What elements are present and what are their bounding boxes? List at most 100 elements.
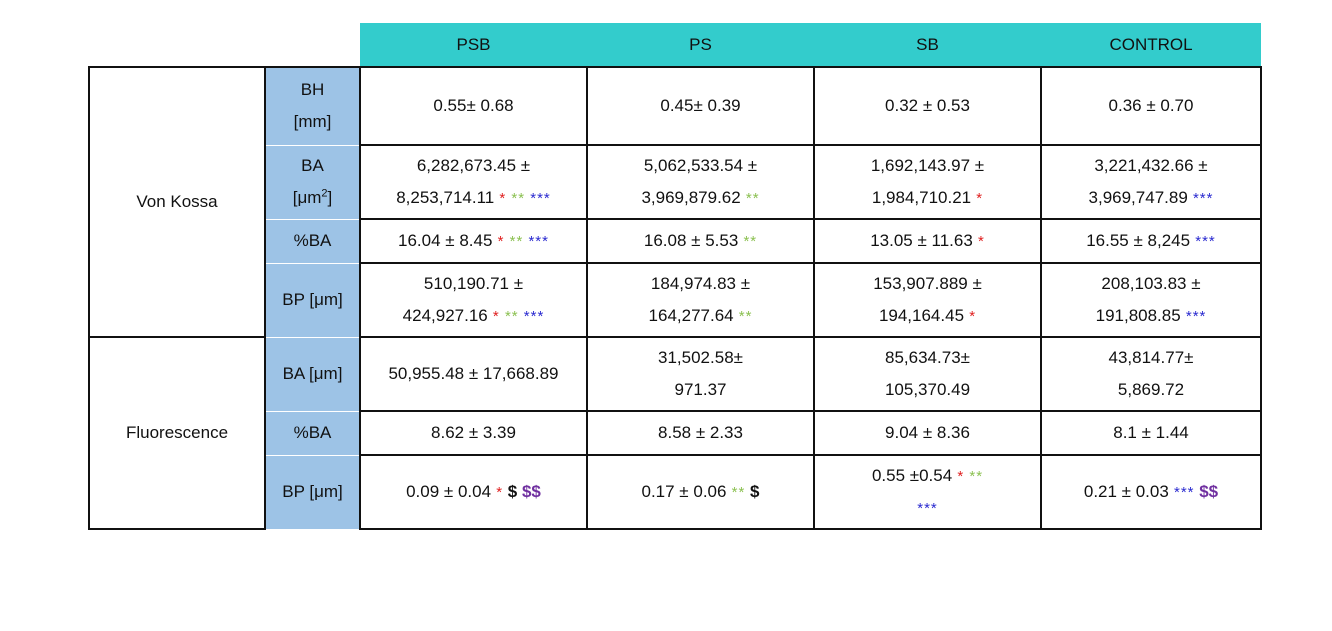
cell-sb: 13.05 ± 11.63 * — [813, 219, 1041, 264]
cell-value: 5,869.72 — [1117, 380, 1185, 399]
results-table: PSB PS SB CONTROL Von Kossa BH [mm] 0.55… — [88, 23, 1262, 530]
cell-value-line: 8.62 ± 3.39 — [361, 417, 586, 449]
group-von-kossa: Von Kossa — [88, 66, 265, 338]
cell-value: 0.45± 0.39 — [660, 96, 741, 115]
metric-cell: BH [mm] — [264, 66, 360, 146]
significance-star: ** — [964, 467, 984, 485]
cell-value: 16.04 ± 8.45 — [398, 230, 493, 250]
significance-star: *** — [1180, 307, 1207, 325]
significance-star: ** — [504, 232, 524, 250]
cell-value-line: 184,974.83 ± — [588, 268, 813, 300]
cell-value-line: 5,869.72 — [1042, 374, 1260, 406]
cell-value: 43,814.77± — [1108, 348, 1194, 367]
cell-value: 3,969,747.89 — [1088, 187, 1188, 207]
cell-value: 31,502.58± — [658, 348, 743, 367]
cell-value-line: 0.45± 0.39 — [588, 90, 813, 122]
cell-value-line: 208,103.83 ± — [1042, 268, 1260, 300]
cell-value-line: 5,062,533.54 ± — [588, 150, 813, 182]
significance-star: ** — [740, 189, 760, 207]
cell-ps: 31,502.58± 971.37 — [586, 337, 814, 412]
cell-psb: 510,190.71 ± 424,927.16 * ** *** — [359, 263, 587, 338]
cell-value: 0.32 ± 0.53 — [885, 96, 970, 115]
cell-value: 85,634.73± — [885, 348, 970, 367]
significance-star: *** — [518, 307, 545, 325]
cell-control: 16.55 ± 8,245 *** — [1040, 219, 1262, 264]
cell-value: 424,927.16 — [402, 305, 488, 325]
significance-star: * — [972, 232, 985, 250]
cell-value: 1,984,710.21 — [871, 187, 972, 207]
cell-value-line: 3,969,879.62 ** — [588, 182, 813, 215]
cell-sb: 153,907.889 ± 194,164.45 * — [813, 263, 1041, 338]
cell-value: 194,164.45 — [878, 305, 965, 325]
cell-value-line: 0.55 ±0.54 * ** — [815, 460, 1040, 493]
cell-value: 1,692,143.97 ± — [870, 155, 985, 175]
metric-cell: BP [μm] — [264, 455, 360, 530]
cell-value-line: 0.21 ± 0.03 *** $$ — [1042, 476, 1260, 509]
cell-value-line: 164,277.64 ** — [588, 300, 813, 333]
cell-value: 16.08 ± 5.53 — [643, 230, 739, 250]
table-row: Fluorescence BA [μm] 50,955.48 ± 17,668.… — [88, 336, 1262, 530]
significance-star: *** — [917, 499, 938, 517]
cell-value-line: 105,370.49 — [815, 374, 1040, 406]
cell-ps: 184,974.83 ± 164,277.64 ** — [586, 263, 814, 338]
significance-star: *** — [523, 232, 549, 250]
table-row: BA [μm2] 6,282,673.45 ±8,253,714.11 * **… — [89, 145, 1262, 220]
cell-value: 0.17 ± 0.06 — [641, 481, 727, 501]
cell-control: 0.21 ± 0.03 *** $$ — [1040, 455, 1262, 530]
cell-psb: 8.62 ± 3.39 — [359, 411, 587, 456]
cell-value: 3,969,879.62 — [641, 187, 741, 207]
cell-ps: 5,062,533.54 ± 3,969,879.62 ** — [586, 145, 814, 220]
cell-value: 510,190.71 ± — [423, 273, 524, 293]
cell-value-line: 0.17 ± 0.06 ** $ — [588, 476, 813, 509]
cell-value: 8.62 ± 3.39 — [431, 423, 516, 442]
blank-header — [265, 23, 360, 67]
cell-sb: 1,692,143.97 ± 1,984,710.21 * — [813, 145, 1041, 220]
cell-value: 208,103.83 ± — [1101, 273, 1201, 293]
cell-value-line: 153,907.889 ± — [815, 268, 1040, 300]
cell-value-line: 424,927.16 * ** *** — [361, 300, 586, 333]
table-row: %BA 8.62 ± 3.39 8.58 ± 2.33 9.04 ± 8.36 … — [89, 411, 1262, 456]
significance-star: *** — [525, 189, 551, 207]
significance-star: *** — [1168, 483, 1195, 501]
cell-value-line: 16.04 ± 8.45 * ** *** — [361, 225, 586, 258]
cell-ps: 0.17 ± 0.06 ** $ — [586, 455, 814, 530]
metric-label: BA — [301, 156, 324, 175]
cell-value: 3,221,432.66 ± — [1094, 155, 1208, 175]
cell-value-line: 16.55 ± 8,245 *** — [1042, 225, 1260, 258]
cell-value: 0.36 ± 0.70 — [1108, 96, 1194, 115]
metric-cell: %BA — [264, 219, 360, 264]
cell-value-line: 8.58 ± 2.33 — [588, 417, 813, 449]
header-sb: SB — [814, 23, 1041, 68]
cell-value-line: 9.04 ± 8.36 — [815, 417, 1040, 449]
cell-psb: 6,282,673.45 ± 8,253,714.11 * ** *** — [359, 145, 587, 220]
cell-value: 8,253,714.11 — [396, 187, 495, 207]
cell-value-line: 1,692,143.97 ± — [815, 150, 1040, 182]
cell-value: 16.55 ± 8,245 — [1086, 230, 1191, 250]
cell-value: 8.1 ± 1.44 — [1113, 423, 1189, 442]
header-control: CONTROL — [1041, 23, 1261, 68]
significance-star: ** — [506, 189, 526, 207]
cell-value-line: 13.05 ± 11.63 * — [815, 225, 1040, 258]
significance-star: *** — [1190, 232, 1216, 250]
header-ps: PS — [587, 23, 814, 68]
cell-sb: 9.04 ± 8.36 — [813, 411, 1041, 456]
cell-value-line: 8,253,714.11 * ** *** — [361, 182, 586, 215]
significance-star: * — [487, 307, 500, 325]
cell-value-line: 6,282,673.45 ± — [361, 150, 586, 182]
significance-star: ** — [499, 307, 519, 325]
cell-psb: 0.55± 0.68 — [359, 66, 587, 146]
cell-value-line: 0.32 ± 0.53 — [815, 90, 1040, 122]
cell-value: 13.05 ± 11.63 — [870, 230, 973, 250]
table-row: BP [μm] 0.09 ± 0.04 * $ $$ 0.17 ± 0.06 *… — [89, 455, 1262, 530]
significance-star: * — [971, 189, 984, 207]
cell-value-line: 3,969,747.89 *** — [1042, 182, 1260, 215]
cell-value-line: 0.09 ± 0.04 * $ $$ — [361, 476, 586, 509]
significance-star: ** — [733, 307, 753, 325]
cell-value: 9.04 ± 8.36 — [885, 423, 970, 442]
cell-value-line: 85,634.73± — [815, 342, 1040, 374]
metric-cell: BA [μm] — [264, 337, 360, 412]
significance-dollar: $ — [745, 481, 760, 501]
table-row: Von Kossa BH [mm] 0.55± 0.68 0.45± 0.39 … — [88, 66, 1262, 338]
significance-star: * — [964, 307, 977, 325]
cell-value: 153,907.889 ± — [873, 273, 982, 293]
